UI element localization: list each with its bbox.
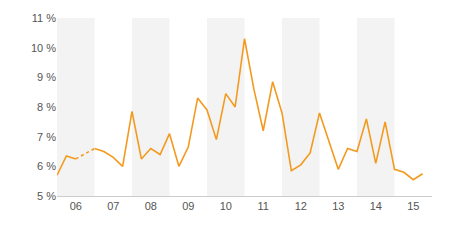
svg-text:14: 14 [370,200,382,212]
svg-text:10: 10 [220,200,232,212]
svg-text:09: 09 [182,200,194,212]
svg-text:8 %: 8 % [37,101,56,113]
svg-text:12: 12 [295,200,307,212]
svg-text:13: 13 [332,200,344,212]
svg-text:6 %: 6 % [37,160,56,172]
svg-text:7 %: 7 % [37,131,56,143]
svg-text:08: 08 [145,200,157,212]
svg-text:11 %: 11 % [32,12,56,24]
svg-text:5 %: 5 % [37,190,56,202]
svg-text:07: 07 [107,200,119,212]
svg-text:15: 15 [407,200,419,212]
svg-text:06: 06 [70,200,82,212]
svg-text:11: 11 [258,200,269,212]
svg-text:9 %: 9 % [37,71,56,83]
svg-text:10 %: 10 % [31,42,56,54]
